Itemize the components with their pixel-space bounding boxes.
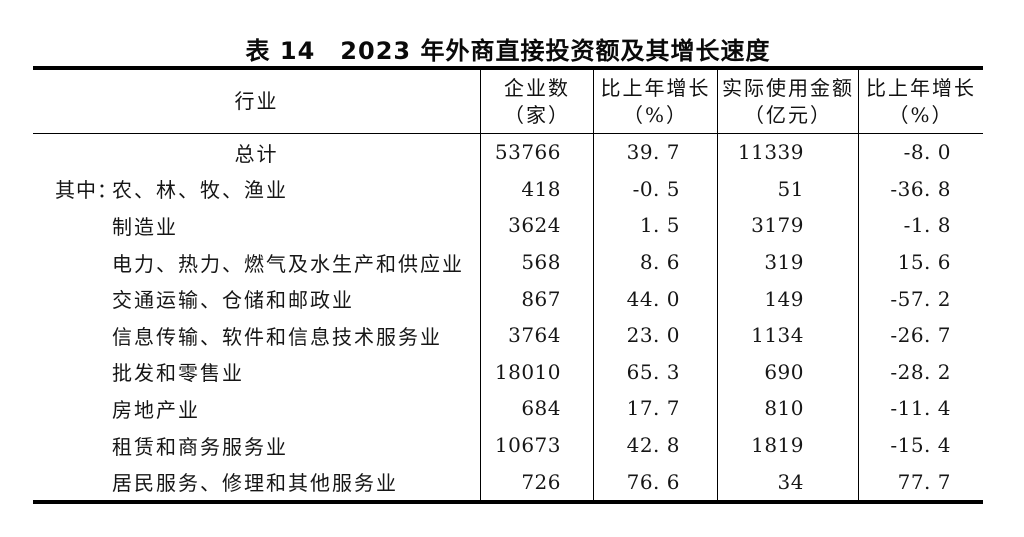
cell-enterprise-count: 418 [480, 170, 593, 208]
cell-industry: 电力、热力、燃气及水生产和供应业 [33, 244, 480, 281]
cell-industry: 交通运输、仓储和邮政业 [33, 280, 480, 317]
industry-name: 批发和零售业 [112, 361, 244, 386]
cell-enterprise-count: 726 [480, 463, 593, 500]
table-body: 总计 53766 39. 7 11339 -8. 0 其中： 农、林、牧、渔业 … [33, 134, 983, 500]
cell-enterprise-growth: 76. 6 [593, 463, 717, 500]
cell-enterprise-growth: 44. 0 [593, 280, 717, 317]
industry-name: 租赁和商务服务业 [112, 434, 288, 459]
table-row: 信息传输、软件和信息技术服务业 3764 23. 0 1134 -26. 7 [33, 316, 983, 354]
table-title: 表 14 2023 年外商直接投资额及其增长速度 [245, 37, 771, 65]
cell-amount-used: 1819 [717, 426, 858, 464]
industry-name: 房地产业 [112, 397, 200, 422]
industry-name: 总计 [234, 141, 279, 166]
table-row: 其中： 农、林、牧、渔业 418 -0. 5 51 -36. 8 [33, 170, 983, 208]
cell-enterprise-count: 3624 [480, 207, 593, 244]
cell-amount-used: 11339 [717, 134, 858, 171]
cell-enterprise-growth: 1. 5 [593, 207, 717, 244]
cell-enterprise-count: 3764 [480, 316, 593, 354]
industry-name: 农、林、牧、渔业 [112, 178, 288, 203]
header-label-unit: （%） [622, 102, 688, 127]
header-cell-growth-enterprises: 比上年增长 （%） [593, 70, 717, 133]
cell-amount-used: 810 [717, 390, 858, 427]
header-label: 比上年增长 [866, 75, 976, 100]
cell-amount-growth: 15. 6 [858, 243, 983, 281]
cell-industry: 批发和零售业 [33, 354, 480, 391]
cell-enterprise-count: 10673 [480, 426, 593, 464]
cell-enterprise-growth: 8. 6 [593, 243, 717, 281]
cell-industry: 信息传输、软件和信息技术服务业 [33, 317, 480, 354]
header-cell-industry: 行业 [33, 70, 480, 133]
cell-enterprise-growth: 17. 7 [593, 390, 717, 427]
table-row: 电力、热力、燃气及水生产和供应业 568 8. 6 319 15. 6 [33, 243, 983, 281]
cell-amount-used: 3179 [717, 207, 858, 244]
cell-industry: 租赁和商务服务业 [33, 427, 480, 464]
cell-amount-growth: -8. 0 [858, 134, 983, 171]
header-label: 行业 [234, 89, 279, 113]
header-cell-amount-used: 实际使用金额 （亿元） [717, 70, 858, 133]
cell-enterprise-count: 684 [480, 390, 593, 427]
row-prefix-label: 其中： [55, 178, 118, 203]
industry-name: 信息传输、软件和信息技术服务业 [112, 324, 442, 349]
table-row: 房地产业 684 17. 7 810 -11. 4 [33, 390, 983, 427]
cell-industry: 其中： 农、林、牧、渔业 [33, 171, 480, 208]
cell-enterprise-growth: 23. 0 [593, 316, 717, 354]
cell-amount-used: 51 [717, 170, 858, 208]
cell-amount-used: 319 [717, 243, 858, 281]
cell-amount-growth: -15. 4 [858, 426, 983, 464]
cell-amount-used: 1134 [717, 316, 858, 354]
table-row: 批发和零售业 18010 65. 3 690 -28. 2 [33, 353, 983, 391]
cell-enterprise-count: 53766 [480, 134, 593, 171]
industry-name: 交通运输、仓储和邮政业 [112, 288, 354, 313]
table-row: 总计 53766 39. 7 11339 -8. 0 [33, 134, 983, 171]
table-row: 居民服务、修理和其他服务业 726 76. 6 34 77. 7 [33, 463, 983, 500]
cell-amount-growth: -26. 7 [858, 316, 983, 354]
header-label: 比上年增长 [600, 75, 711, 100]
cell-amount-used: 690 [717, 353, 858, 391]
cell-enterprise-count: 867 [480, 280, 593, 317]
table-row: 交通运输、仓储和邮政业 867 44. 0 149 -57. 2 [33, 280, 983, 317]
cell-amount-used: 34 [717, 463, 858, 500]
cell-amount-growth: -28. 2 [858, 353, 983, 391]
cell-amount-growth: -36. 8 [858, 170, 983, 208]
header-label-unit: （家） [504, 102, 570, 127]
fdi-table: 行业 企业数 （家） 比上年增长 （%） 实际使用金额 （亿元） 比上年增长 （… [33, 66, 983, 504]
table-row: 租赁和商务服务业 10673 42. 8 1819 -15. 4 [33, 426, 983, 464]
header-cell-growth-amount: 比上年增长 （%） [858, 70, 983, 133]
cell-enterprise-count: 18010 [480, 353, 593, 391]
industry-name: 电力、热力、燃气及水生产和供应业 [112, 251, 464, 276]
industry-name: 制造业 [112, 214, 178, 239]
cell-enterprise-growth: 65. 3 [593, 353, 717, 391]
cell-industry: 制造业 [33, 207, 480, 244]
cell-enterprise-count: 568 [480, 243, 593, 281]
cell-amount-growth: -1. 8 [858, 207, 983, 244]
cell-enterprise-growth: 39. 7 [593, 134, 717, 171]
cell-industry: 总计 [33, 134, 480, 171]
cell-amount-growth: -57. 2 [858, 280, 983, 317]
cell-amount-used: 149 [717, 280, 858, 317]
table-header-row: 行业 企业数 （家） 比上年增长 （%） 实际使用金额 （亿元） 比上年增长 （… [33, 70, 983, 134]
header-label-unit: （%） [888, 102, 954, 127]
header-label-unit: （亿元） [744, 102, 832, 127]
cell-industry: 居民服务、修理和其他服务业 [33, 463, 480, 500]
cell-industry: 房地产业 [33, 390, 480, 427]
cell-amount-growth: 77. 7 [858, 463, 983, 500]
header-cell-enterprises: 企业数 （家） [480, 70, 593, 133]
cell-enterprise-growth: 42. 8 [593, 426, 717, 464]
header-label: 实际使用金额 [722, 75, 854, 100]
cell-amount-growth: -11. 4 [858, 390, 983, 427]
industry-name: 居民服务、修理和其他服务业 [112, 471, 398, 496]
table-row: 制造业 3624 1. 5 3179 -1. 8 [33, 207, 983, 244]
cell-enterprise-growth: -0. 5 [593, 170, 717, 208]
header-label: 企业数 [504, 75, 570, 100]
